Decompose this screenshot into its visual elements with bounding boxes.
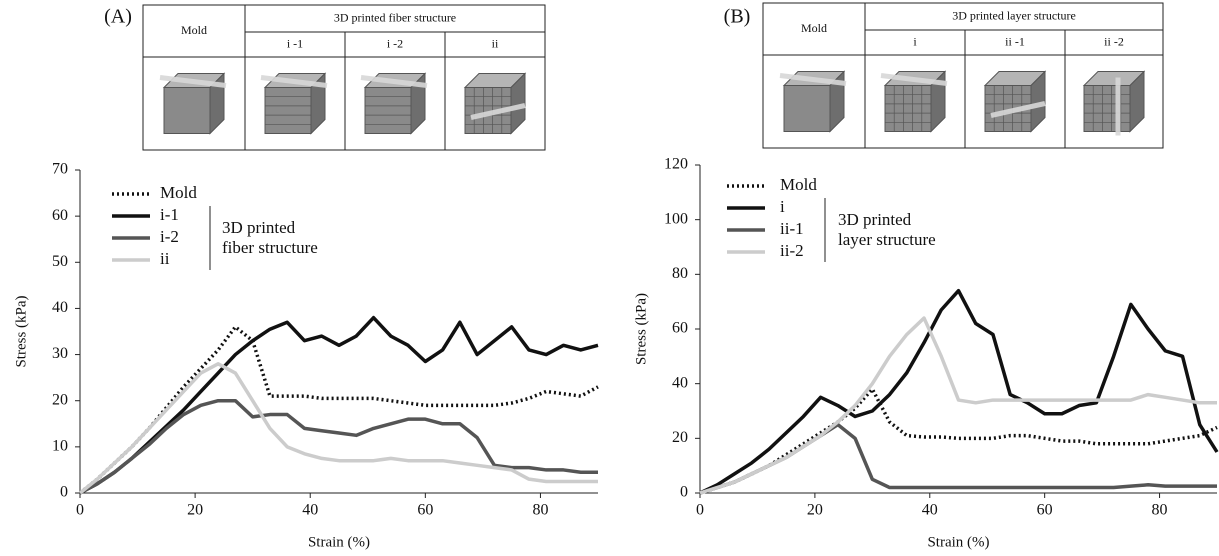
series-line: [78, 362, 598, 495]
cube-side: [310, 72, 326, 135]
x-axis-label: Strain (%): [927, 534, 989, 550]
legend-label: i-1: [160, 205, 179, 224]
y-tick-label: 40: [672, 374, 688, 391]
table-header: 3D printed layer structure: [952, 8, 1076, 22]
legend-group-label: 3D printed: [222, 218, 296, 237]
table-header: Mold: [801, 21, 827, 35]
cube-side: [510, 72, 526, 135]
y-tick-label: 60: [52, 207, 68, 224]
legend-label: i-2: [160, 227, 179, 246]
legend-group-label: layer structure: [838, 230, 936, 249]
legend-group-label: fiber structure: [222, 238, 318, 257]
legend-label: Mold: [160, 183, 197, 202]
x-tick-label: 80: [532, 502, 548, 519]
y-tick-label: 60: [672, 320, 688, 337]
x-tick-label: 0: [76, 502, 84, 519]
legend-group-label: 3D printed: [838, 210, 912, 229]
x-tick-label: 40: [302, 502, 318, 519]
y-tick-label: 40: [52, 299, 68, 316]
cube-front: [364, 87, 412, 134]
cube-icon: [159, 72, 227, 135]
y-axis-label: Stress (kPa): [633, 293, 649, 365]
cube-icon: [983, 70, 1047, 133]
y-tick-label: 100: [664, 210, 688, 227]
table-subheader: ii: [492, 36, 499, 50]
cube-icon: [880, 70, 948, 133]
cube-fiber: [159, 75, 227, 88]
cube-icon: [1082, 70, 1146, 136]
x-tick-label: 0: [696, 502, 704, 519]
table-frame: [762, 2, 1164, 149]
y-tick-label: 80: [672, 265, 688, 282]
cube-fiber: [470, 103, 526, 120]
x-tick-label: 60: [417, 502, 433, 519]
x-axis-label: Strain (%): [308, 534, 370, 550]
cube-fiber: [990, 101, 1046, 118]
legend-label: Mold: [780, 175, 817, 194]
cube-side: [1129, 70, 1145, 133]
table-subheader: ii -2: [1104, 34, 1124, 48]
series-line: [79, 398, 598, 495]
cube-icon: [260, 72, 328, 135]
cube-side: [930, 70, 946, 133]
cube-icon: [360, 72, 428, 135]
x-tick-label: 20: [807, 502, 823, 519]
cube-icon: [779, 70, 847, 133]
cube-side: [1030, 70, 1046, 133]
y-tick-label: 10: [52, 438, 68, 455]
cube-front: [163, 87, 211, 134]
cube-side: [410, 72, 426, 135]
y-tick-label: 0: [60, 484, 68, 501]
panel-label: (A): [104, 6, 132, 28]
x-tick-label: 60: [1037, 502, 1053, 519]
y-tick-label: 30: [52, 345, 68, 362]
series-line: [79, 315, 599, 495]
table-header: Mold: [181, 23, 207, 37]
y-tick-label: 120: [664, 156, 688, 173]
table-frame: [142, 4, 546, 151]
y-tick-label: 0: [680, 484, 688, 501]
legend-label: i: [780, 197, 785, 216]
cube-fiber: [779, 73, 847, 86]
x-tick-label: 80: [1152, 502, 1168, 519]
cube-fiber: [880, 73, 948, 86]
y-tick-label: 50: [52, 253, 68, 270]
table-subheader: i -2: [387, 36, 403, 50]
panel-label: (B): [724, 6, 751, 28]
x-tick-label: 40: [922, 502, 938, 519]
legend-label: ii-2: [780, 241, 804, 260]
cube-side: [829, 70, 845, 133]
cube-front: [783, 85, 831, 132]
table-subheader: i -1: [287, 36, 303, 50]
cube-side: [209, 72, 225, 135]
y-tick-label: 20: [672, 429, 688, 446]
x-tick-label: 20: [187, 502, 203, 519]
series-line: [699, 288, 1219, 495]
legend-label: ii: [160, 249, 170, 268]
cube-fiber: [360, 75, 428, 88]
y-axis-label: Stress (kPa): [13, 295, 29, 367]
cube-front: [884, 85, 932, 132]
y-tick-label: 20: [52, 391, 68, 408]
cube-front: [264, 87, 312, 134]
series-line: [699, 316, 1217, 495]
cube-icon: [463, 72, 527, 135]
legend-label: ii-1: [780, 219, 804, 238]
table-header: 3D printed fiber structure: [334, 10, 456, 24]
cube-front: [1083, 85, 1131, 132]
table-subheader: ii -1: [1005, 34, 1025, 48]
cube-fiber: [260, 75, 328, 88]
y-tick-label: 70: [52, 161, 68, 178]
table-subheader: i: [913, 34, 917, 48]
